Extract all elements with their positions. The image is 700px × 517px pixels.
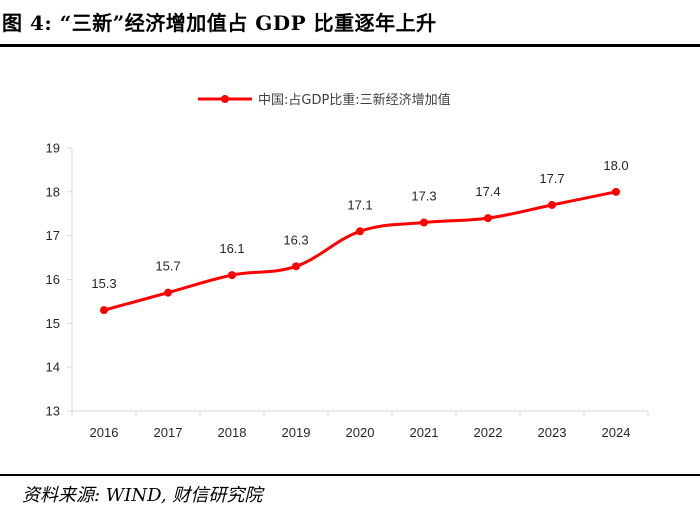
x-tick-label: 2021: [410, 425, 439, 440]
data-point-2018: [228, 271, 236, 280]
axes: 13 14 15 16 17 18 19 2016 2017 2018 2019 2020 2021 20…: [46, 141, 649, 440]
data-point-2023: [548, 200, 556, 209]
data-point-2024: [612, 187, 620, 196]
y-tick-label: 17: [46, 228, 60, 243]
data-label-2019: 16.3: [283, 232, 308, 247]
y-tick-label: 19: [46, 141, 60, 156]
x-tick-label: 2019: [282, 425, 311, 440]
y-tick-label: 15: [46, 316, 60, 331]
data-point-2019: [292, 262, 300, 271]
x-tick-label: 2020: [346, 425, 375, 440]
x-tick-label: 2017: [154, 425, 183, 440]
x-tick-label: 2018: [218, 425, 247, 440]
data-label-2023: 17.7: [539, 171, 564, 186]
legend-point-marker: [221, 95, 229, 103]
data-point-2020: [356, 227, 364, 236]
data-label-2016: 15.3: [91, 276, 116, 291]
data-point-2017: [164, 288, 172, 297]
line-chart: 中国:占GDP比重:三新经济增加值 13 14 15 16 17 18 19 2016 2017…: [46, 92, 649, 440]
data-point-2016: [100, 306, 108, 315]
source-note: 资料来源: WIND, 财信研究院: [22, 485, 263, 506]
chart-area: 中国:占GDP比重:三新经济增加值 13 14 15 16 17 18 19 2016 2017…: [0, 50, 700, 470]
figure-title: 图 4: “三新”经济增加值占 GDP 比重逐年上升: [2, 11, 437, 35]
data-label-2017: 15.7: [155, 259, 180, 274]
x-tick-label: 2016: [90, 425, 119, 440]
x-tick-label: 2023: [538, 425, 567, 440]
data-label-2020: 17.1: [347, 197, 372, 212]
x-tick-label: 2024: [602, 425, 631, 440]
legend-label: 中国:占GDP比重:三新经济增加值: [258, 92, 451, 108]
data-point-2022: [484, 214, 492, 223]
legend: 中国:占GDP比重:三新经济增加值: [198, 92, 451, 108]
data-label-2018: 16.1: [219, 241, 244, 256]
data-label-2024: 18.0: [603, 158, 628, 173]
title-divider: [0, 44, 700, 47]
y-tick-label: 13: [46, 404, 60, 419]
y-tick-label: 16: [46, 272, 60, 287]
data-labels: 15.3 15.7 16.1 16.3 17.1 17.3 17.4 17.7 18.0: [91, 158, 628, 291]
data-label-2022: 17.4: [475, 184, 500, 199]
y-tick-label: 18: [46, 184, 60, 199]
x-tick-label: 2022: [474, 425, 503, 440]
data-label-2021: 17.3: [411, 189, 436, 204]
series-line-group: [100, 187, 620, 315]
y-tick-label: 14: [46, 360, 60, 375]
data-point-2021: [420, 218, 428, 227]
footer-divider: [0, 474, 700, 476]
